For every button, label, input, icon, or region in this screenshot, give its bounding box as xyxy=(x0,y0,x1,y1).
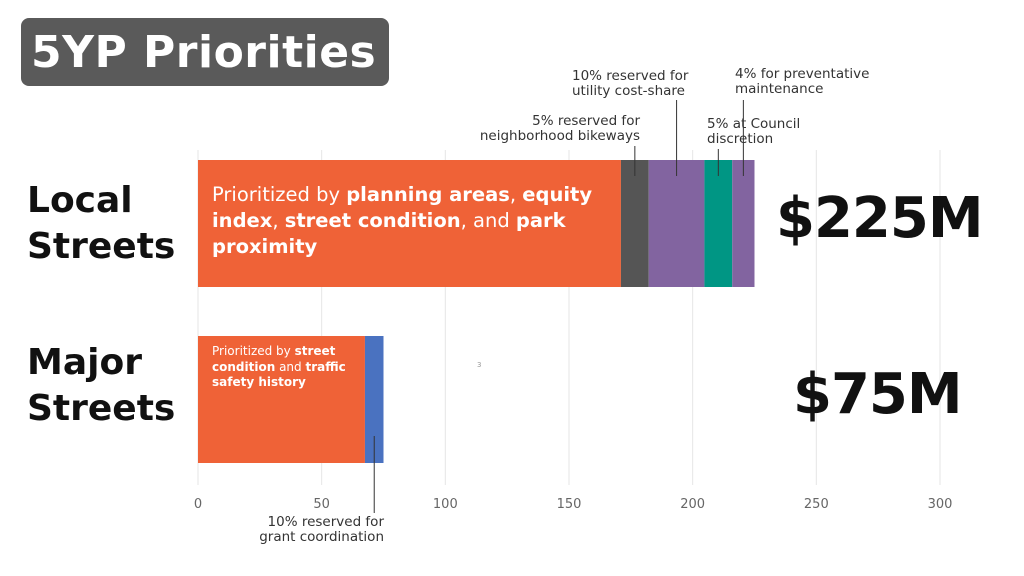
row-label-major: Major Streets xyxy=(27,340,175,432)
annotation-line: 10% reserved for xyxy=(267,514,384,530)
total-major: $75M xyxy=(793,362,963,427)
total-local: $225M xyxy=(776,186,984,251)
annotation-line: 5% reserved for xyxy=(532,113,640,129)
row-label-local: Local Streets xyxy=(27,178,175,270)
x-tick-label: 250 xyxy=(804,497,829,512)
row-label-line: Local xyxy=(27,180,133,221)
annotation-leaders xyxy=(373,100,744,513)
annotation-preventative: 4% for preventative maintenance xyxy=(735,67,869,97)
small-mark: 3 xyxy=(477,361,482,369)
annotation-line: grant coordination xyxy=(259,529,384,545)
annotation-line: maintenance xyxy=(735,81,824,97)
annotation-council: 5% at Council discretion xyxy=(707,117,800,147)
x-tick-label: 50 xyxy=(313,497,330,512)
annotation-line: utility cost-share xyxy=(572,83,685,99)
bar-segment xyxy=(648,160,705,287)
annotation-line: neighborhood bikeways xyxy=(479,128,640,144)
slide-title: 5YP Priorities xyxy=(31,26,377,78)
annotation-line: discretion xyxy=(707,131,774,147)
title-banner: 5YP Priorities xyxy=(21,18,389,86)
annotation-line: 4% for preventative xyxy=(735,66,870,82)
bar-segment xyxy=(364,336,384,463)
x-tick-label: 150 xyxy=(557,497,582,512)
annotation-line: 5% at Council xyxy=(707,116,801,132)
annotation-bikeways-2: neighborhood bikeways xyxy=(458,129,640,144)
bars xyxy=(198,160,755,463)
bar-segment xyxy=(704,160,733,287)
x-tick-label: 200 xyxy=(680,497,705,512)
row-label-line: Streets xyxy=(27,388,176,429)
annotation-bikeways: 5% reserved for xyxy=(520,114,640,129)
bar-segment xyxy=(620,160,649,287)
bar-segment xyxy=(198,160,621,287)
x-tick-label: 100 xyxy=(433,497,458,512)
annotation-line: 10% reserved for xyxy=(572,68,689,84)
bar-segment xyxy=(732,160,755,287)
x-tick-label: 300 xyxy=(928,497,953,512)
x-axis-ticks: 0 50 100 150 200 250 300 xyxy=(194,497,953,512)
row-label-line: Major xyxy=(27,342,142,383)
row-label-line: Streets xyxy=(27,226,176,267)
x-tick-label: 0 xyxy=(194,497,202,512)
bar-segment xyxy=(198,336,365,463)
annotation-grant: 10% reserved for grant coordination xyxy=(242,515,384,545)
annotation-utility: 10% reserved for utility cost-share xyxy=(572,69,688,99)
